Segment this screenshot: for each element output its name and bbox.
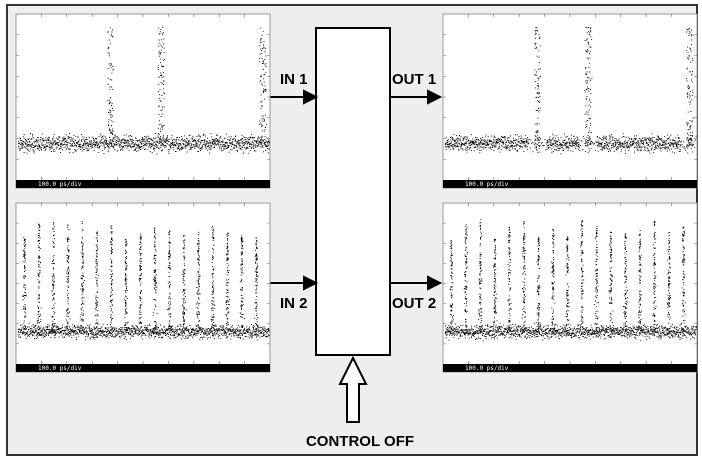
output-label: OUT 2 <box>392 295 436 312</box>
scope-screen <box>443 203 697 372</box>
scope-screen <box>443 14 697 188</box>
scope-scale: 100.0 ps/div <box>465 365 509 372</box>
output-label: OUT 1 <box>392 71 436 88</box>
input-label: IN 1 <box>280 71 308 88</box>
scope-scale: 100.0 ps/div <box>38 365 82 372</box>
scope-scale: 100.0 ps/div <box>465 181 509 188</box>
diagram: IN 1 IN 2 OUT 1 OUT 2 CONTROL OFF 100.0 … <box>0 0 702 459</box>
control-label: CONTROL OFF <box>306 433 414 450</box>
input-label: IN 2 <box>280 295 308 312</box>
device-box <box>316 28 390 355</box>
scope-screen <box>16 14 270 188</box>
scope-scale: 100.0 ps/div <box>38 181 82 188</box>
